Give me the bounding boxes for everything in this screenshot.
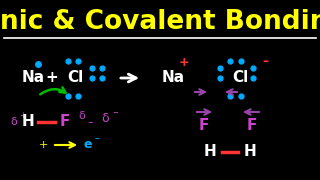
Text: –: – — [262, 55, 268, 69]
Text: F: F — [199, 118, 209, 134]
Text: +: + — [46, 71, 58, 86]
Text: F: F — [247, 118, 257, 134]
Text: δ: δ — [10, 117, 17, 127]
Text: Ionic & Covalent Bonding: Ionic & Covalent Bonding — [0, 9, 320, 35]
Text: H: H — [22, 114, 34, 129]
Text: Cl: Cl — [232, 71, 248, 86]
Text: Na: Na — [162, 71, 185, 86]
Text: e: e — [84, 138, 92, 152]
Text: F: F — [60, 114, 70, 129]
Text: +: + — [38, 140, 48, 150]
Text: δ: δ — [78, 111, 85, 121]
Text: Cl: Cl — [67, 71, 83, 86]
Text: δ: δ — [101, 111, 109, 125]
Text: +: + — [179, 55, 189, 69]
Text: H: H — [244, 145, 256, 159]
Text: –: – — [112, 107, 118, 117]
Text: H: H — [204, 145, 216, 159]
Text: Na: Na — [22, 71, 45, 86]
Text: +: + — [19, 111, 26, 120]
Text: –: – — [95, 133, 100, 143]
Text: –: – — [87, 117, 92, 127]
